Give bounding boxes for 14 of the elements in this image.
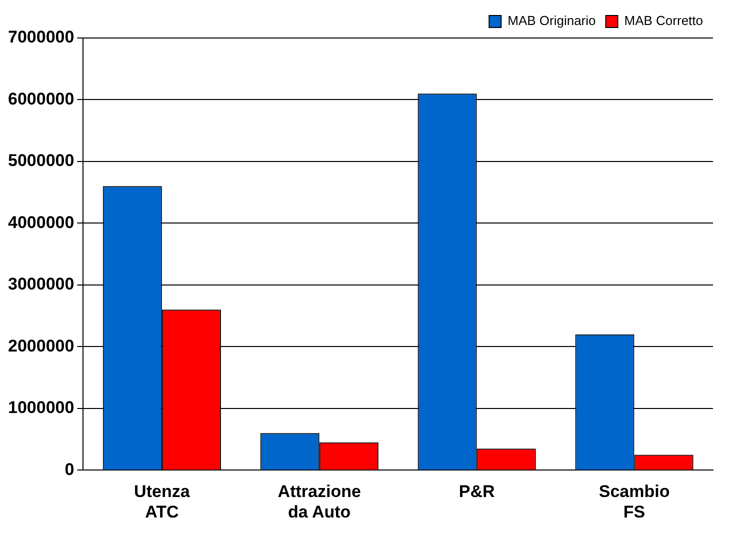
y-tick-label: 5000000 — [8, 151, 74, 170]
x-tick-label: Scambio FS — [598, 482, 670, 522]
x-tick-label: P&R — [458, 482, 495, 502]
x-tick-label: Utenza ATC — [134, 482, 190, 522]
y-tick-label: 0 — [64, 460, 74, 479]
legend-label: MAB Corretto — [624, 13, 704, 28]
y-tick-label: 1000000 — [8, 398, 74, 418]
legend-label: MAB Originario — [508, 13, 596, 28]
y-tick-label: 4000000 — [8, 212, 74, 232]
x-tick-label: Attrazione da Auto — [278, 482, 361, 522]
y-tick-label: 3000000 — [8, 274, 74, 294]
y-tick-label: 7000000 — [8, 28, 74, 47]
y-tick-label: 6000000 — [8, 89, 74, 108]
y-tick-label: 2000000 — [8, 336, 74, 356]
